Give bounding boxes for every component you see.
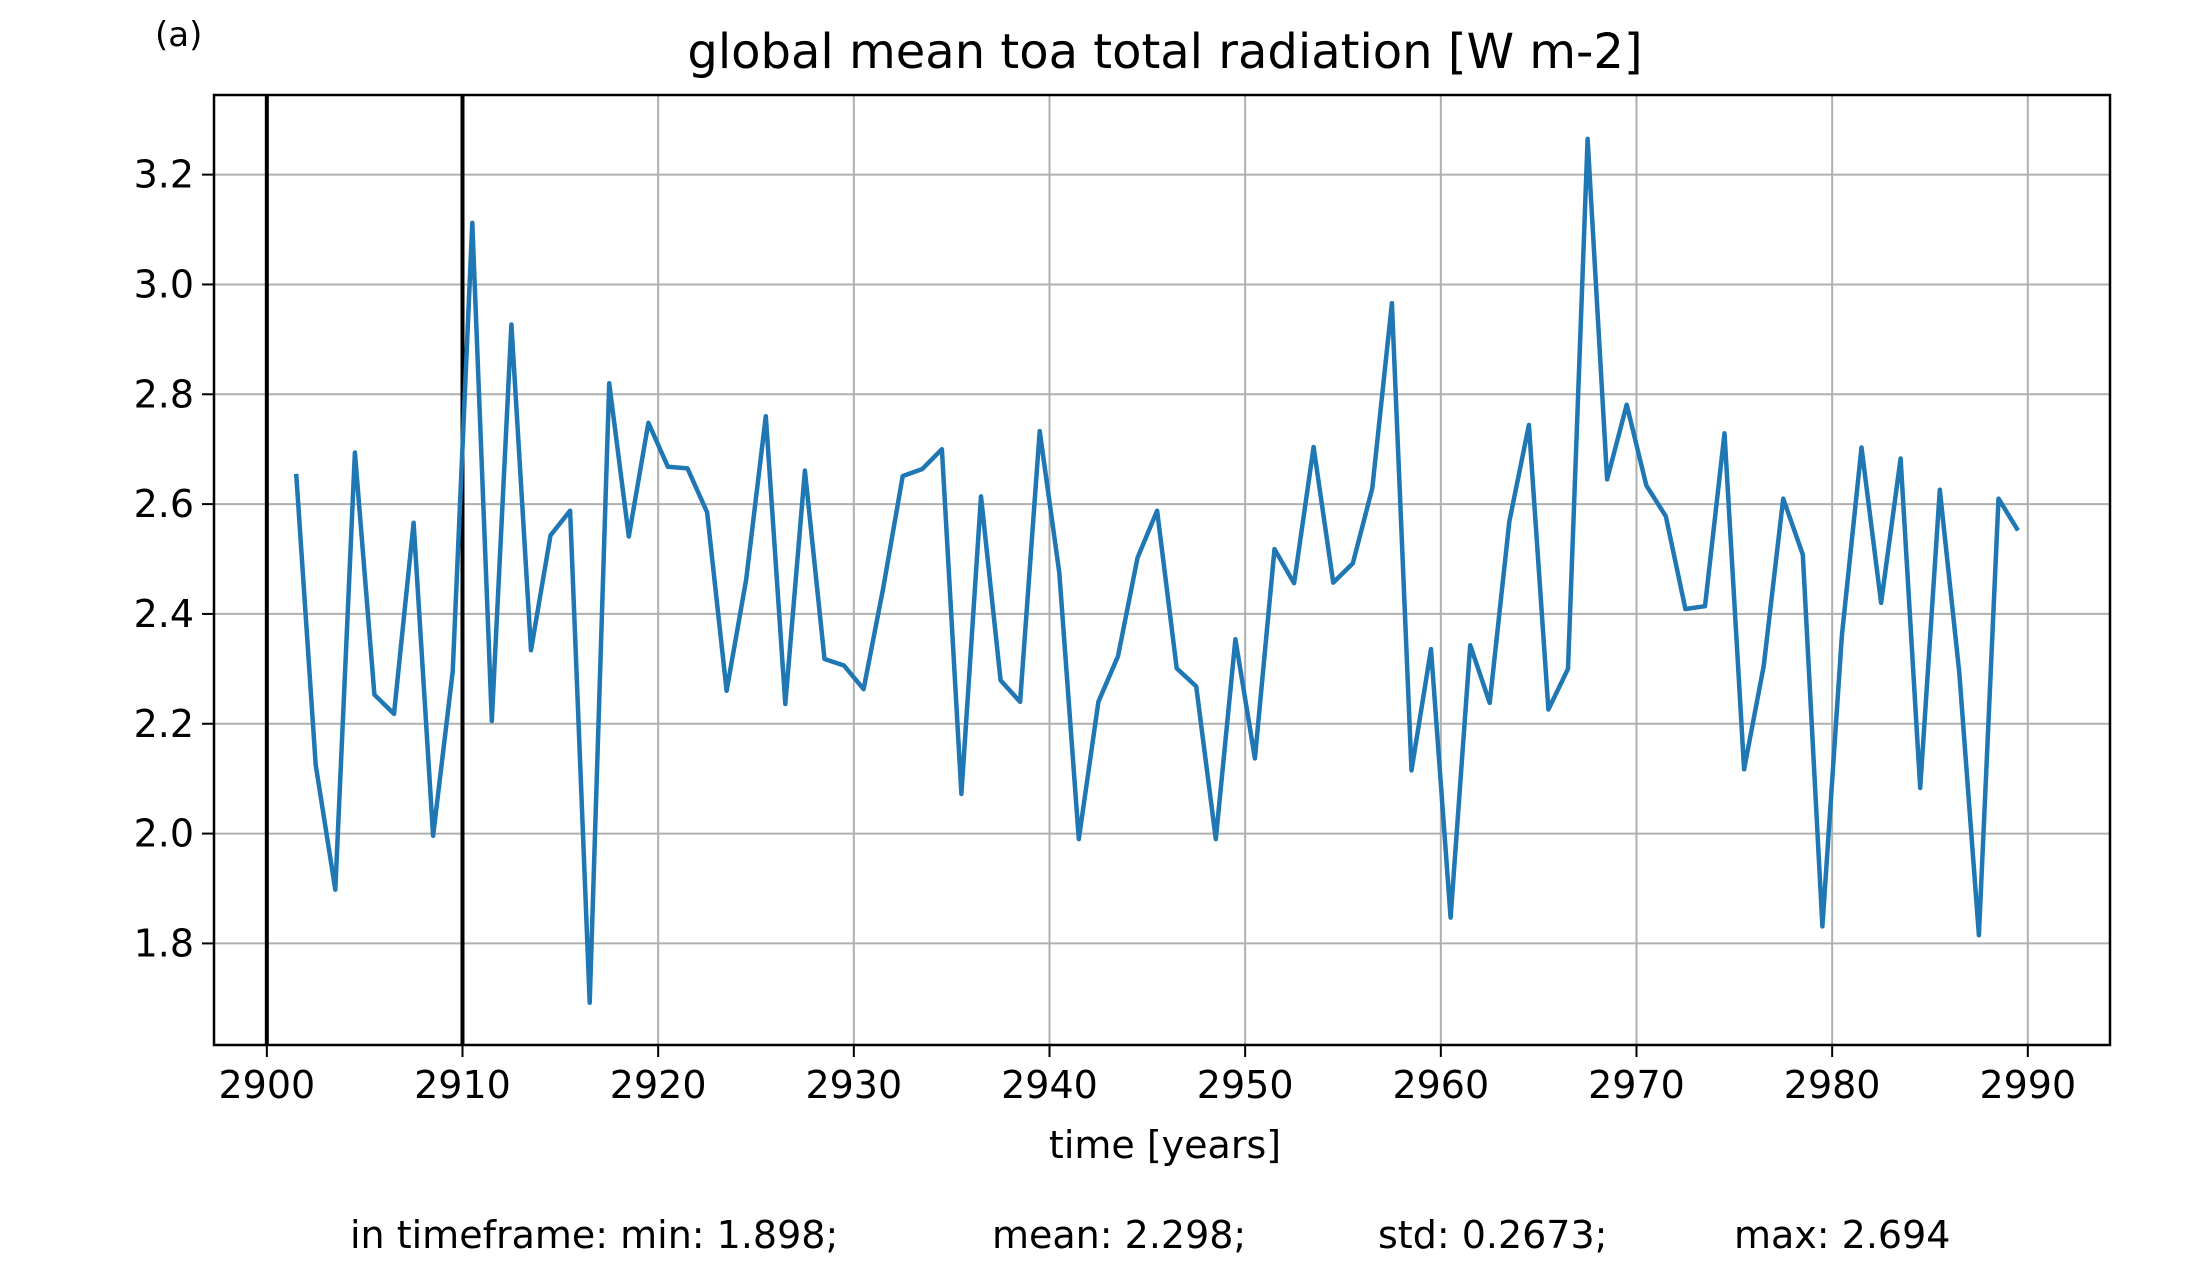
- tick-layer: 2900 2910 2920 2930 2940 2950 2960 2970 2980 2990…: [134, 153, 2077, 1107]
- y-tick-label: 2.2: [134, 702, 194, 746]
- x-tick-label: 2970: [1588, 1063, 1685, 1107]
- y-tick-label: 2.6: [134, 482, 194, 526]
- series-layer: [293, 136, 2020, 1005]
- grid-layer: [214, 95, 2110, 1045]
- x-tick-label: 2990: [1979, 1063, 2076, 1107]
- y-tick-label: 3.0: [134, 262, 194, 306]
- plot-frame: [212, 93, 2112, 1047]
- y-tick-label: 2.8: [134, 372, 194, 416]
- x-tick-label: 2900: [218, 1063, 315, 1107]
- panel-label: (a): [155, 15, 202, 55]
- stat-min: in timeframe: min: 1.898;: [350, 1213, 838, 1257]
- x-tick-label: 2910: [414, 1063, 511, 1107]
- x-tick-label: 2960: [1392, 1063, 1489, 1107]
- x-tick-label: 2920: [610, 1063, 707, 1107]
- x-tick-label: 2980: [1784, 1063, 1881, 1107]
- chart-title: global mean toa total radiation [W m-2]: [687, 24, 1642, 80]
- stat-max: max: 2.694: [1734, 1213, 1950, 1257]
- y-tick-label: 1.8: [134, 921, 194, 965]
- y-tick-label: 3.2: [134, 153, 194, 197]
- stat-mean: mean: 2.298;: [992, 1213, 1246, 1257]
- x-axis-label: time [years]: [1049, 1123, 1281, 1167]
- x-tick-label: 2950: [1197, 1063, 1294, 1107]
- reference-lines: [264, 95, 465, 1045]
- x-tick-label: 2930: [805, 1063, 902, 1107]
- y-tick-label: 2.0: [134, 812, 194, 856]
- y-tick-label: 2.4: [134, 592, 194, 636]
- x-tick-label: 2940: [1001, 1063, 1098, 1107]
- stat-std: std: 0.2673;: [1378, 1213, 1607, 1257]
- series-line: [293, 136, 2020, 1005]
